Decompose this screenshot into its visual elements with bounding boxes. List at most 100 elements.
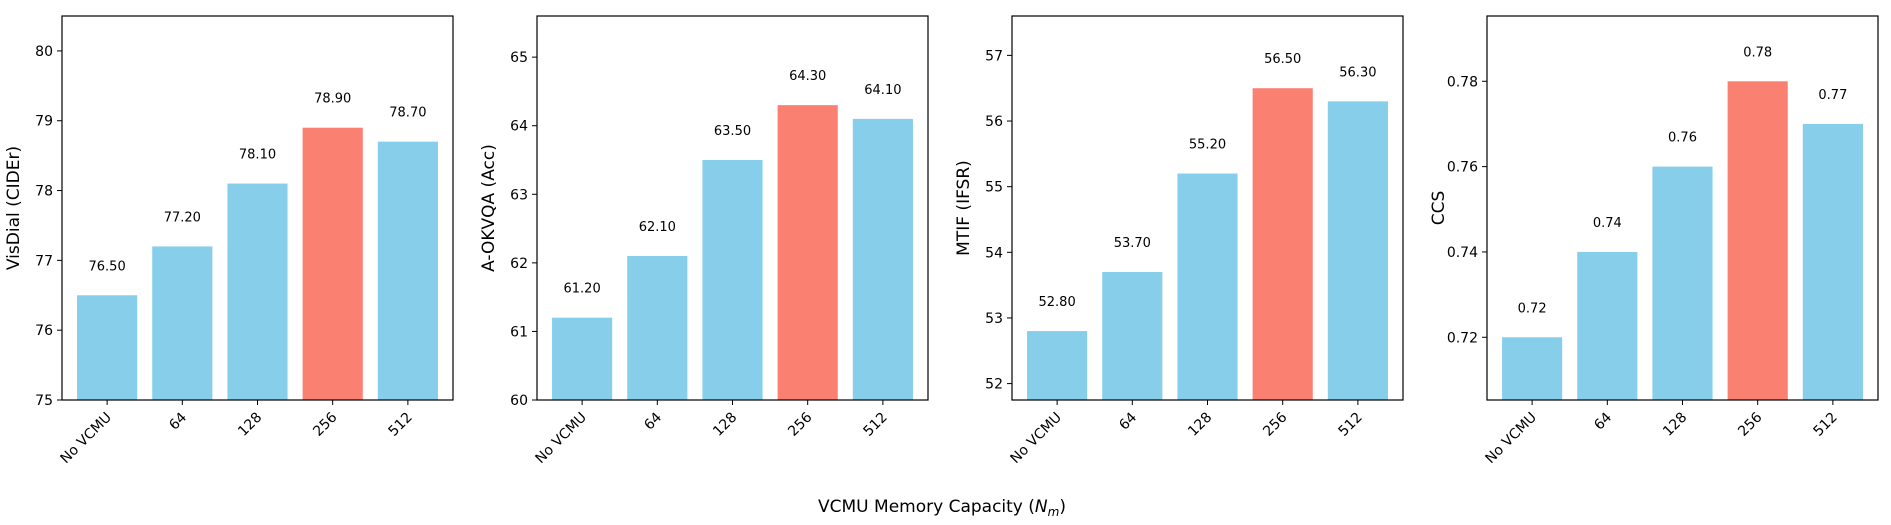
bar-value-label: 53.70	[1114, 236, 1151, 251]
bar	[227, 183, 288, 400]
panels: 76.50 No VCMU 77.20 64 78.10 128 78.90 256 78.70…	[4, 15, 1879, 467]
y-tick-label: 64	[510, 119, 528, 135]
y-tick-label: 0.72	[1447, 330, 1478, 346]
bar-value-label: 0.78	[1743, 45, 1772, 60]
bar	[152, 246, 213, 400]
y-tick-label: 0.78	[1447, 74, 1478, 90]
bar-value-label: 52.80	[1039, 295, 1076, 310]
chart-panel: 61.20 No VCMU 62.10 64 63.50 128 64.30 256 64.10…	[479, 15, 929, 467]
bar-value-label: 78.90	[314, 92, 351, 107]
axes-frame	[1011, 15, 1404, 401]
x-tick-label: 128	[710, 410, 740, 440]
y-tick-label: 77	[35, 253, 53, 269]
y-tick-label: 0.74	[1447, 245, 1478, 261]
bar	[1652, 166, 1713, 400]
y-tick-label: 63	[510, 187, 528, 203]
bar	[1327, 101, 1388, 400]
bar	[777, 105, 838, 400]
axes-frame	[536, 15, 929, 401]
x-tick-label: 256	[1735, 409, 1765, 439]
bar-value-label: 0.74	[1593, 216, 1622, 231]
y-axis-label: MTIF (IFSR)	[954, 160, 974, 256]
xlabel-var: N	[1035, 497, 1048, 517]
chart-panel: 52.80 No VCMU 53.70 64 55.20 128 56.50 256 56.30…	[954, 15, 1404, 467]
axes-frame	[61, 15, 454, 401]
bar-value-label: 76.50	[89, 259, 126, 274]
x-tick-label: 128	[1185, 410, 1215, 440]
y-tick-label: 62	[510, 256, 528, 272]
y-tick-label: 53	[985, 311, 1003, 327]
x-tick-label: 128	[1660, 410, 1690, 440]
bar	[1252, 88, 1313, 401]
bar-value-label: 78.70	[389, 106, 426, 121]
bar	[627, 256, 688, 400]
x-tick-label: 64	[1591, 409, 1615, 433]
bar	[1027, 331, 1088, 400]
bar-value-label: 63.50	[714, 124, 751, 139]
y-tick-label: 57	[985, 48, 1003, 64]
bar	[1502, 337, 1563, 400]
xlabel-suffix: )	[1059, 497, 1066, 517]
bar-value-label: 55.20	[1189, 138, 1226, 153]
axes-frame	[1486, 15, 1879, 401]
bar-value-label: 0.76	[1668, 131, 1697, 146]
bar-value-label: 77.20	[164, 210, 201, 225]
bar-value-label: 0.77	[1818, 88, 1847, 103]
x-tick-label: No VCMU	[58, 410, 115, 467]
bar-value-label: 62.10	[639, 220, 676, 235]
y-tick-label: 54	[985, 245, 1003, 261]
y-tick-label: 79	[35, 114, 53, 130]
y-tick-label: 76	[35, 323, 53, 339]
y-tick-label: 60	[510, 393, 528, 409]
y-tick-label: 61	[510, 324, 528, 340]
bar	[852, 118, 913, 401]
y-axis-label: CCS	[1429, 191, 1449, 226]
x-tick-label: 256	[310, 409, 340, 439]
y-axis-label: A-OKVQA (Acc)	[479, 144, 499, 272]
y-tick-label: 52	[985, 377, 1003, 393]
x-tick-label: 128	[235, 410, 265, 440]
chart-panel: 76.50 No VCMU 77.20 64 78.10 128 78.90 256 78.70…	[4, 15, 454, 467]
x-tick-label: 512	[1810, 410, 1840, 440]
x-tick-label: 64	[641, 409, 665, 433]
bar	[302, 127, 363, 401]
bar-value-label: 64.10	[864, 83, 901, 98]
y-axis-label: VisDial (CIDEr)	[4, 146, 24, 270]
x-tick-label: No VCMU	[533, 410, 590, 467]
x-tick-label: No VCMU	[1008, 410, 1065, 467]
y-tick-label: 80	[35, 44, 53, 60]
x-tick-label: 64	[166, 409, 190, 433]
bar	[1177, 173, 1238, 400]
bar-value-label: 0.72	[1518, 301, 1547, 316]
y-tick-label: 56	[985, 114, 1003, 130]
bar	[1102, 272, 1163, 400]
x-tick-label: 512	[1335, 410, 1365, 440]
bar	[377, 141, 438, 401]
bar	[77, 295, 138, 400]
x-tick-label: No VCMU	[1483, 410, 1540, 467]
x-tick-label: 64	[1116, 409, 1140, 433]
y-tick-label: 0.76	[1447, 160, 1478, 176]
bar	[1577, 251, 1638, 400]
bar-value-label: 56.50	[1264, 52, 1301, 67]
bar-value-label: 78.10	[239, 148, 276, 163]
xlabel-prefix: VCMU Memory Capacity (	[818, 497, 1035, 517]
y-tick-label: 55	[985, 180, 1003, 196]
bar-value-label: 61.20	[564, 282, 601, 297]
x-tick-label: 256	[785, 409, 815, 439]
figure-xlabel: VCMU Memory Capacity (Nm)	[818, 497, 1066, 519]
y-tick-label: 78	[35, 184, 53, 200]
bar	[1802, 123, 1863, 400]
y-tick-label: 75	[35, 393, 53, 409]
x-tick-label: 512	[385, 410, 415, 440]
chart-panel: 0.72 No VCMU 0.74 64 0.76 128 0.78 256 0.77 512 0.…	[1429, 15, 1879, 467]
xlabel-sub: m	[1048, 505, 1060, 519]
bar-value-label: 56.30	[1339, 65, 1376, 80]
bar-value-label: 64.30	[789, 69, 826, 84]
bar	[1727, 81, 1788, 400]
y-tick-label: 65	[510, 50, 528, 66]
bar	[702, 160, 763, 400]
x-tick-label: 512	[860, 410, 890, 440]
x-tick-label: 256	[1260, 409, 1290, 439]
